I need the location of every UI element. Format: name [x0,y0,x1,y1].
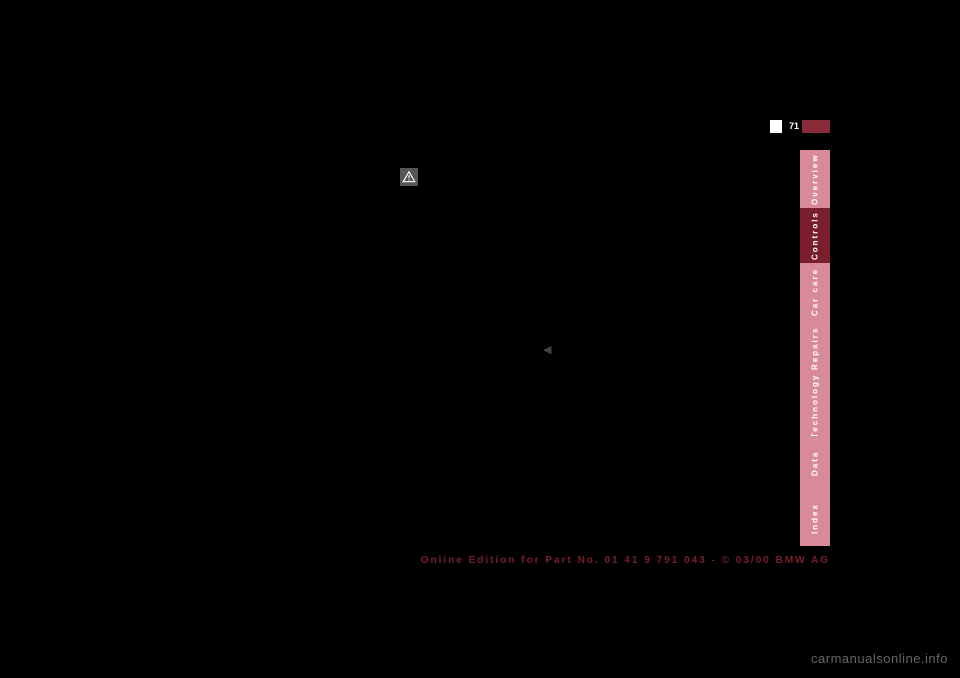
page-number-spacer [770,120,782,133]
tab-car-care[interactable]: Car care [800,263,830,321]
tab-technology[interactable]: Technology [800,376,830,436]
page-number: 71 [782,120,802,133]
tab-repairs[interactable]: Repairs [800,321,830,376]
page-area: 71 [130,120,830,575]
tab-data[interactable]: Data [800,436,830,491]
watermark: carmanualsonline.info [811,651,948,666]
tab-index[interactable]: Index [800,491,830,546]
page-number-block: 71 [770,120,830,133]
section-end-marker: ◀ [543,343,551,356]
side-tabs: OverviewControlsCar careRepairsTechnolog… [800,150,830,546]
warning-icon [400,168,418,186]
warning-triangle-icon [402,170,416,184]
online-edition-footer: Online Edition for Part No. 01 41 9 791 … [421,555,830,566]
page-number-accent [802,120,830,133]
tab-controls[interactable]: Controls [800,208,830,263]
tab-overview[interactable]: Overview [800,150,830,208]
